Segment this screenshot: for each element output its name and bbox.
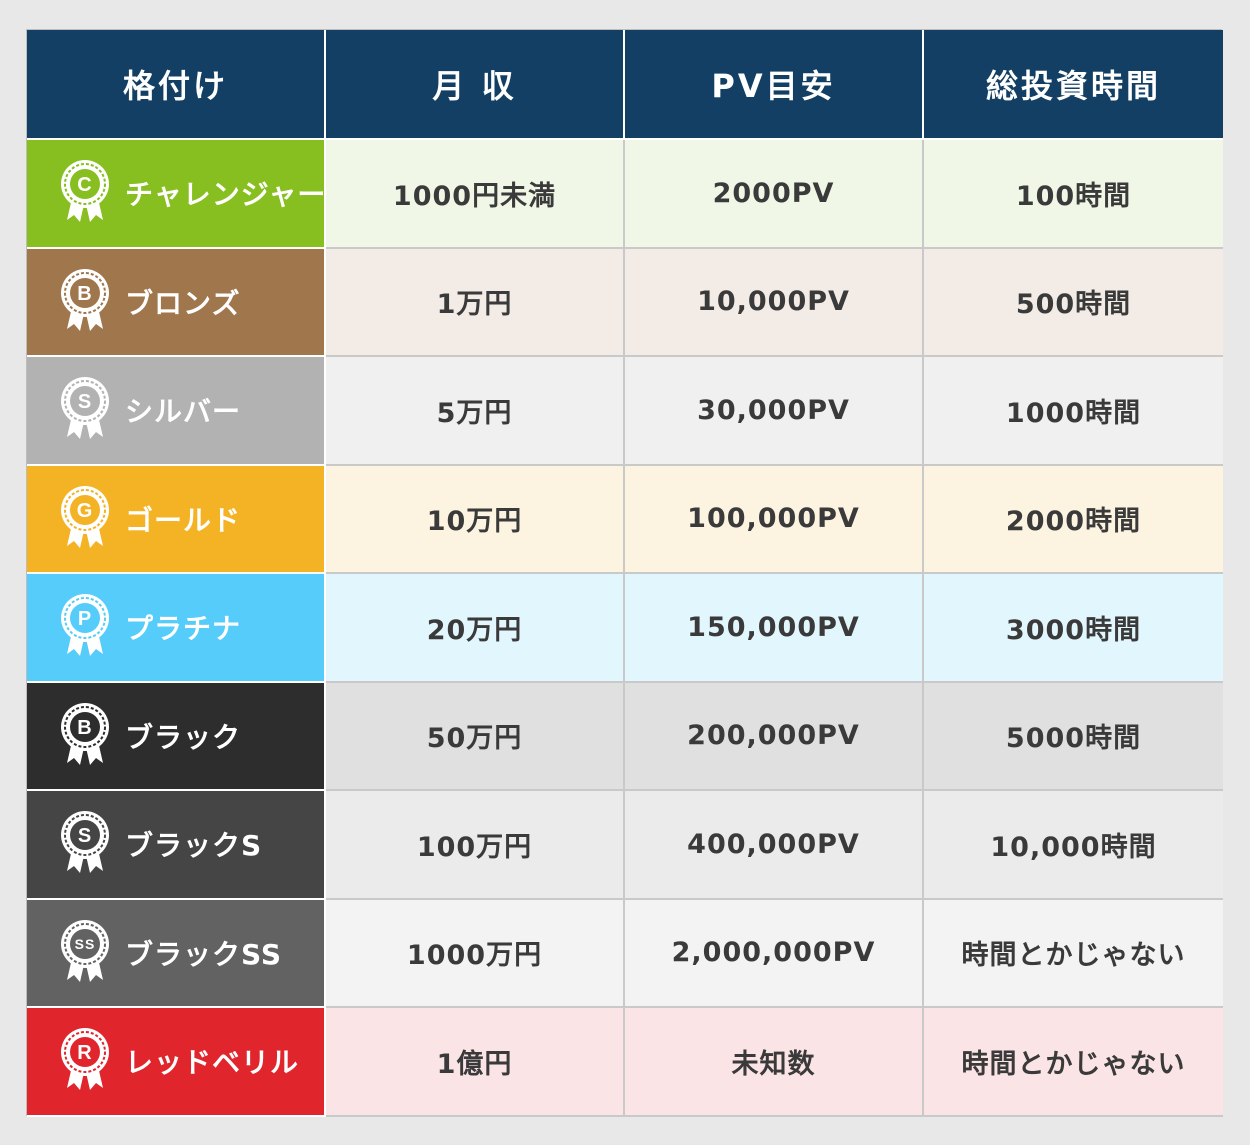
rank-cell: C チャレンジャー	[27, 140, 326, 249]
cell-pv: 200,000PV	[625, 682, 924, 791]
rank-cell: SS ブラックSS	[27, 899, 326, 1008]
header-pv: PV目安	[625, 30, 924, 140]
cell-income: 100万円	[326, 791, 625, 900]
rank-cell: G ゴールド	[27, 465, 326, 574]
cell-hours: 100時間	[924, 140, 1223, 249]
badge-letter: S	[78, 391, 92, 413]
cell-income: 20万円	[326, 574, 625, 683]
cell-hours: 2000時間	[924, 465, 1223, 574]
cell-hours: 500時間	[924, 248, 1223, 357]
cell-hours: 5000時間	[924, 682, 1223, 791]
rank-cell: S ブラックS	[27, 791, 326, 900]
ribbon-badge-icon: S	[61, 377, 109, 440]
badge-letter: S	[78, 825, 92, 847]
cell-pv: 30,000PV	[625, 357, 924, 466]
badge-letter: B	[77, 283, 92, 305]
cell-hours: 3000時間	[924, 574, 1223, 683]
cell-income: 5万円	[326, 357, 625, 466]
badge-letter: R	[77, 1042, 92, 1064]
cell-pv: 100,000PV	[625, 465, 924, 574]
cell-pv: 150,000PV	[625, 574, 924, 683]
cell-income: 1億円	[326, 1008, 625, 1117]
rank-table: 格付け 月 収 PV目安 総投資時間 C チャレンジャー 1000円未満 2000PV…	[26, 29, 1223, 1117]
badge-letter: C	[77, 174, 92, 196]
cell-hours: 時間とかじゃない	[924, 899, 1223, 1008]
rank-label: プラチナ	[125, 612, 242, 646]
rank-label: ブラックSS	[125, 937, 283, 971]
cell-income: 1000万円	[326, 899, 625, 1008]
cell-pv: 2,000,000PV	[625, 899, 924, 1008]
rank-label: ブラックS	[125, 829, 263, 863]
rank-label: ブロンズ	[125, 286, 241, 320]
rank-label: チャレンジャー	[125, 178, 327, 212]
cell-pv: 未知数	[625, 1008, 924, 1117]
cell-pv: 10,000PV	[625, 248, 924, 357]
rank-cell: B ブラック	[27, 682, 326, 791]
badge-letter: G	[77, 500, 94, 522]
header-hours: 総投資時間	[924, 30, 1223, 140]
rank-cell: B ブロンズ	[27, 248, 326, 357]
badge-letter: SS	[75, 936, 96, 952]
rank-label: ゴールド	[125, 503, 242, 537]
ribbon-badge-icon: P	[61, 594, 109, 657]
cell-income: 1万円	[326, 248, 625, 357]
ribbon-badge-icon: C	[61, 160, 109, 223]
cell-income: 1000円未満	[326, 140, 625, 249]
cell-income: 10万円	[326, 465, 625, 574]
ribbon-badge-icon: S	[61, 811, 109, 874]
cell-pv: 2000PV	[625, 140, 924, 249]
ribbon-badge-icon: B	[61, 702, 109, 765]
ribbon-badge-icon: B	[61, 268, 109, 331]
ribbon-badge-icon: R	[61, 1028, 109, 1091]
rank-cell: S シルバー	[27, 357, 326, 466]
ribbon-badge-icon: G	[61, 485, 109, 548]
header-income: 月 収	[326, 30, 625, 140]
rank-label: ブラック	[125, 720, 242, 754]
cell-hours: 10,000時間	[924, 791, 1223, 900]
ribbon-badge-icon: SS	[61, 919, 109, 982]
rank-label: シルバー	[125, 395, 242, 429]
badge-letter: B	[77, 717, 92, 739]
cell-income: 50万円	[326, 682, 625, 791]
rank-label: レッドベリル	[125, 1046, 300, 1080]
cell-hours: 1000時間	[924, 357, 1223, 466]
rank-cell: P プラチナ	[27, 574, 326, 683]
rank-cell: R レッドベリル	[27, 1008, 326, 1117]
cell-hours: 時間とかじゃない	[924, 1008, 1223, 1117]
badge-letter: P	[78, 608, 92, 630]
cell-pv: 400,000PV	[625, 791, 924, 900]
header-rank: 格付け	[27, 30, 326, 140]
